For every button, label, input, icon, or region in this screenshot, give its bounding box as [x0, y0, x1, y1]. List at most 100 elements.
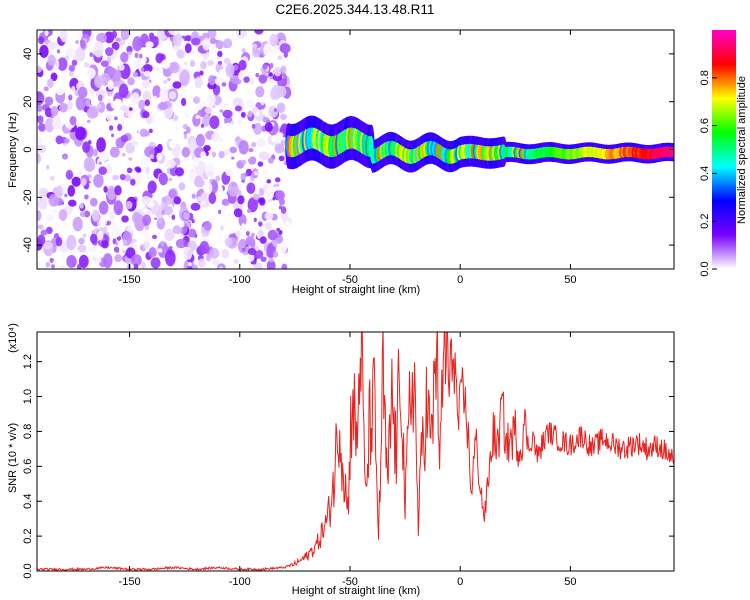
spectrogram-cell [205, 253, 212, 262]
spectrogram-cell [243, 76, 250, 84]
spectrogram-cell [280, 206, 287, 214]
spectrogram-cell [37, 144, 47, 154]
spectrogram-cell [263, 43, 273, 57]
spectrogram-cell [181, 146, 191, 158]
spectrogram-cell [44, 96, 54, 106]
spectrogram-cell [187, 265, 193, 269]
spectrogram-cell [131, 112, 141, 121]
spectrogram-cell [266, 179, 272, 184]
spectrogram-cell [89, 52, 93, 58]
spectrogram-cell [151, 234, 158, 240]
spectrogram-cell [66, 234, 77, 251]
spectrogram-cell [173, 45, 179, 51]
spectrogram-cell [98, 166, 107, 175]
spectrogram-cell [107, 80, 114, 90]
spectrogram-cell [37, 136, 43, 145]
spectrogram-cell [56, 49, 61, 54]
spectrogram-cell [218, 102, 229, 110]
spectrogram-cell [278, 229, 283, 235]
spectrogram-cell [115, 86, 119, 91]
spectrogram-cell [148, 247, 157, 258]
spectrogram-cell [203, 220, 212, 231]
spectrogram-cell [249, 78, 254, 85]
spectrogram-cell [121, 152, 126, 157]
spectrogram-cell [199, 60, 207, 70]
spectrogram-cell [148, 128, 153, 134]
spectrogram-cell [251, 232, 255, 238]
snr-series-line [37, 332, 674, 571]
spectrogram-cell [167, 77, 171, 82]
spectrogram-cell [130, 178, 136, 186]
figure-title: C2E6.2025.344.13.48.R11 [276, 2, 435, 17]
spectrogram-cell [221, 82, 227, 87]
spectrogram-cell [37, 224, 44, 230]
spectrogram-cell [200, 191, 211, 208]
x-tick-label: 50 [564, 576, 576, 588]
spectrogram-cell [192, 157, 200, 167]
spectrogram-cell [38, 36, 45, 45]
spectrogram-cell [57, 57, 68, 71]
snr-frame [36, 331, 675, 572]
spectrogram-cell [144, 166, 150, 175]
spectrogram-cell [232, 97, 243, 107]
spectrogram-cell [253, 217, 257, 223]
colorbar-tick-label: 0.8 [699, 70, 711, 85]
spectrogram-cell [93, 174, 104, 188]
spectrogram-cell [161, 59, 171, 70]
spectrogram-cell [47, 41, 58, 50]
spectrogram-cell [199, 70, 204, 76]
spectrogram-cell [163, 80, 168, 85]
spectrogram-cell [218, 150, 225, 159]
spectrogram-cell [257, 229, 264, 238]
spectrogram-cell [219, 109, 224, 113]
spectrogram-cell [118, 83, 129, 98]
spectrogram-cell [267, 78, 277, 87]
spectrogram-cell [118, 63, 125, 71]
spectrogram-cell [37, 262, 41, 268]
spectrogram-cell [208, 234, 213, 241]
spectrogram-cell [43, 139, 47, 143]
spectrogram-cell [54, 185, 63, 198]
spectrogram-cell [155, 67, 160, 72]
spectrogram-cell [126, 167, 133, 174]
spectrogram-cell [202, 100, 206, 106]
spectrogram-cell [45, 261, 51, 268]
spectrogram-cell [256, 138, 266, 148]
spectrogram-cell [149, 154, 155, 160]
spectrogram-cell [58, 209, 68, 222]
spectrogram-cell [268, 257, 274, 263]
spectrogram-cell [87, 244, 98, 253]
spectrogram-cell [91, 209, 100, 222]
spectrogram-cell [156, 143, 163, 153]
spectrogram-cell [132, 36, 143, 52]
snr-panel: -150 -100 -50 0 50 0.0 0.2 0.4 0.6 0.8 1.0 1.2 Hei… [7, 323, 675, 597]
spectrogram-cell [274, 66, 282, 77]
spectrogram-cell [276, 102, 286, 114]
spectrogram-cell [37, 234, 46, 247]
spectrogram-cell [72, 216, 83, 232]
colorbar-tick-label: 0.6 [699, 118, 711, 133]
spectrogram-cell [204, 106, 213, 114]
y-tick-label: 0.0 [22, 563, 34, 578]
spectrogram-y-axis-label: Frequency (Hz) [7, 112, 19, 188]
spectrogram-cell [243, 37, 248, 43]
spectrogram-cell [135, 167, 142, 173]
spectrogram-cell [111, 226, 122, 238]
spectrogram-cell [65, 169, 74, 180]
spectrogram-cell [255, 86, 265, 98]
spectrogram-cell [231, 132, 237, 138]
spectrogram-cell [48, 194, 59, 207]
spectrogram-cell [50, 106, 59, 117]
spectrogram-cell [120, 134, 129, 143]
spectrogram-cell [251, 123, 256, 129]
spectrogram-cell [37, 197, 48, 210]
spectrogram-cell [101, 240, 109, 249]
spectrogram-cell [231, 156, 235, 160]
spectrogram-cell [92, 132, 97, 137]
spectrogram-cell [98, 161, 103, 165]
spectrogram-cell [154, 47, 159, 51]
spectrogram-cell [37, 115, 44, 125]
spectrogram-cell [264, 122, 273, 133]
spectrogram-cell [213, 95, 223, 106]
spectrogram-cell [59, 264, 66, 269]
